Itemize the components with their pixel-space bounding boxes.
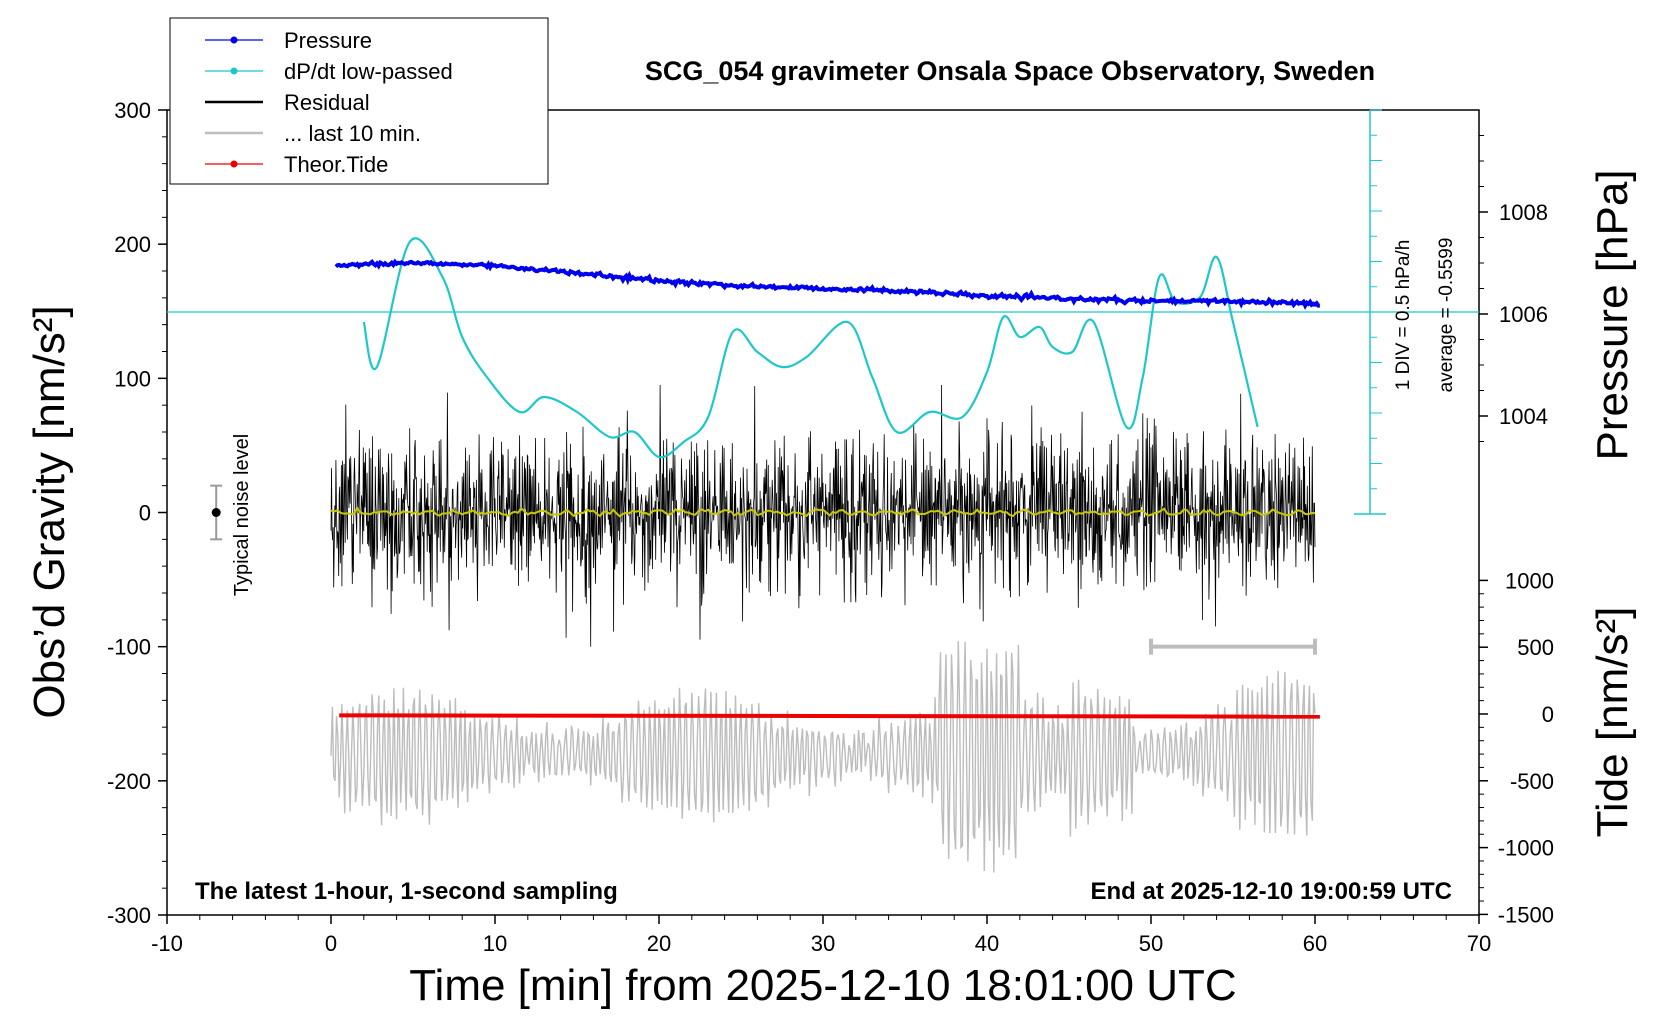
tide-line (339, 713, 1320, 719)
y-tick-label: 0 (139, 501, 151, 526)
legend-swatch-dot (230, 67, 238, 75)
legend-swatch-dot (230, 36, 238, 44)
noise-level-marker (210, 484, 223, 541)
last-10-min-bar (1149, 638, 1317, 655)
pressure-axis: 1008 1006 1004 (1479, 135, 1548, 442)
tide-tick-label: -1500 (1498, 902, 1554, 927)
bottom-left-note: The latest 1-hour, 1-second sampling (195, 878, 618, 905)
tide-tick-label: -1000 (1498, 836, 1554, 861)
x-tick-label: 70 (1467, 931, 1491, 956)
y-tick-label: 100 (114, 366, 151, 391)
dpdt-series (362, 237, 1259, 459)
residual-lowpass-line (330, 506, 1316, 518)
dpdt-scale-bar (167, 109, 1479, 515)
pressure-line (334, 258, 1320, 310)
y-axis-left-label: Obs’d Gravity [nm/s²] (25, 305, 74, 718)
tide-tick-label: 500 (1517, 635, 1554, 660)
tide-tick-label: 1000 (1505, 568, 1554, 593)
residual-line (330, 384, 1316, 647)
legend-label: dP/dt low-passed (284, 59, 453, 84)
legend-label: ... last 10 min. (284, 121, 421, 146)
legend: Pressure dP/dt low-passed Residual ... last… (169, 17, 549, 185)
scale-average-label: average = -0.5599 (1436, 238, 1457, 393)
x-tick-label: 10 (483, 931, 507, 956)
tide-axis-label: Tide [nm/s²] (1588, 607, 1637, 838)
legend-label: Pressure (284, 28, 372, 53)
y-tick-label: 300 (114, 98, 151, 123)
legend-label: Residual (284, 90, 370, 115)
y-tick-label: -200 (107, 769, 151, 794)
y-tick-label: -100 (107, 635, 151, 660)
x-tick-label: 30 (811, 931, 835, 956)
tide-tick-label: -500 (1510, 769, 1554, 794)
tide-tick-label: 0 (1542, 702, 1554, 727)
pressure-axis-label: Pressure [hPa] (1588, 169, 1637, 460)
chart-title: SCG_054 gravimeter Onsala Space Observat… (645, 56, 1375, 86)
legend-swatch-dot (230, 160, 238, 168)
x-tick-label: 60 (1303, 931, 1327, 956)
pressure-tick-label: 1004 (1499, 404, 1548, 429)
legend-label: Theor.Tide (284, 152, 388, 177)
noise-center-dot (211, 508, 221, 517)
pressure-series (334, 258, 1320, 310)
pressure-tick-label: 1006 (1499, 302, 1548, 327)
seismic-series (330, 641, 1316, 873)
seismic-line (330, 641, 1316, 873)
y-tick-label: 200 (114, 232, 151, 257)
x-axis-label: Time [min] from 2025-12-10 18:01:00 UTC (409, 961, 1236, 1010)
scale-div-label: 1 DIV = 0.5 hPa/h (1393, 240, 1414, 391)
x-tick-label: 0 (325, 931, 337, 956)
tide-axis: 1000 500 0 -500 -1000 -1500 (1479, 568, 1554, 927)
residual-lowpass-series (330, 506, 1316, 518)
pressure-tick-label: 1008 (1499, 200, 1548, 225)
noise-level-label: Typical noise level (231, 434, 253, 596)
x-tick-label: -10 (151, 931, 183, 956)
y-tick-label: -300 (107, 903, 151, 928)
x-axis: -10 0 10 20 30 40 50 60 70 (151, 915, 1491, 956)
bottom-right-note: End at 2025-12-10 19:00:59 UTC (1091, 878, 1453, 905)
residual-series (330, 384, 1316, 647)
tide-series (339, 713, 1320, 719)
x-tick-label: 20 (647, 931, 671, 956)
x-tick-label: 40 (975, 931, 999, 956)
x-tick-label: 50 (1139, 931, 1163, 956)
y-axis-left: 300 200 100 0 -100 -200 -300 (107, 98, 167, 928)
dpdt-line (362, 237, 1259, 459)
